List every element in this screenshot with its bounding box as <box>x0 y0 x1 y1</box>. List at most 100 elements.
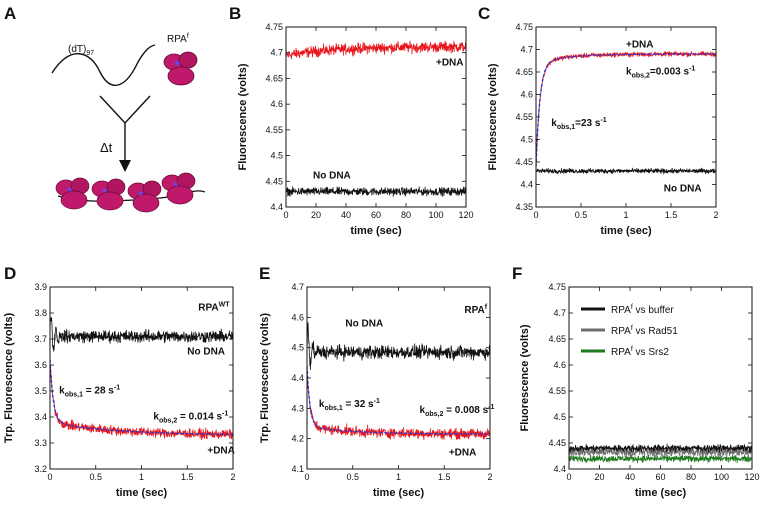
arrow-head-icon <box>119 160 131 172</box>
y-tick-label: 4.65 <box>265 73 283 83</box>
y-axis-title: Trp. Fluorescence (volts) <box>3 313 15 444</box>
x-tick-label: 0.5 <box>346 472 359 482</box>
x-tick-label: 2 <box>230 472 235 482</box>
annotation-label: RPAWT <box>198 301 230 313</box>
x-tick-label: 120 <box>458 210 473 220</box>
panel-letter-d: D <box>4 264 16 283</box>
star-icon: ★ <box>101 186 108 195</box>
y-tick-label: 3.9 <box>34 282 47 292</box>
star-icon: ★ <box>173 58 181 68</box>
star-icon: ★ <box>172 180 179 189</box>
y-tick-label: 4.4 <box>553 464 566 474</box>
annotation-label: +DNA <box>207 445 235 456</box>
annotation-label: No DNA <box>664 183 702 194</box>
x-tick-label: 60 <box>371 210 381 220</box>
svg-text:(dT)97: (dT)97 <box>68 44 94 57</box>
ssdna-strand <box>51 44 156 86</box>
x-tick-label: 100 <box>428 210 443 220</box>
panel-letter-a: A <box>4 4 16 23</box>
x-tick-label: 80 <box>686 472 696 482</box>
y-tick-label: 4.65 <box>515 67 533 77</box>
rpa-protein-icon: ★ <box>163 51 198 86</box>
y-axis-title: Fluorescence (volts) <box>487 63 499 170</box>
rpa-label: RPA <box>167 34 187 45</box>
y-tick-label: 4.5 <box>553 412 566 422</box>
series-group <box>536 50 716 175</box>
chart-panel-c: C 0 0.5 1 1.5 2 4.35 4.4 4.45 4.5 4.55 4.6 4.65 4.7 4.… <box>478 4 719 237</box>
y-tick-label: 4.6 <box>553 360 566 370</box>
x-tick-label: 100 <box>714 472 729 482</box>
x-tick-label: 1 <box>396 472 401 482</box>
y-tick-label: 4.75 <box>548 282 566 292</box>
series-line-no-dna <box>307 322 490 371</box>
x-tick-label: 0 <box>47 472 52 482</box>
y-tick-label: 4.55 <box>515 112 533 122</box>
series-line--dna <box>50 361 233 441</box>
annotation-label: kobs,1 = 28 s-1 <box>59 385 120 399</box>
star-icon: ★ <box>137 189 144 198</box>
y-tick-label: 4.7 <box>520 45 533 55</box>
annotation-label: kobs,1=23 s-1 <box>551 117 607 131</box>
y-tick-label: 4.3 <box>291 403 304 413</box>
y-tick-label: 3.5 <box>34 386 47 396</box>
y-tick-label: 4.6 <box>270 99 283 109</box>
x-axis-title: time (sec) <box>600 225 652 237</box>
x-tick-label: 1.5 <box>665 210 678 220</box>
x-tick-label: 2 <box>487 472 492 482</box>
x-tick-label: 0.5 <box>575 210 588 220</box>
annotation-label: No DNA <box>313 171 351 182</box>
series-group <box>569 443 752 464</box>
chart-panel-f: F 0 20 40 60 80 100 120 4.4 4.45 4.5 4.55 4.6 4.65 4.7… <box>512 264 760 499</box>
merge-lines <box>99 95 151 125</box>
x-tick-label: 20 <box>594 472 604 482</box>
y-tick-label: 4.4 <box>270 202 283 212</box>
x-tick-label: 0 <box>283 210 288 220</box>
legend-entry: RPAf vs buffer <box>611 304 674 316</box>
series-line-no-dna <box>286 186 466 197</box>
rpa-superscript: f <box>187 33 189 40</box>
y-tick-label: 4.6 <box>291 312 304 322</box>
y-tick-label: 3.3 <box>34 438 47 448</box>
y-tick-label: 4.55 <box>265 125 283 135</box>
dt-subscript: 97 <box>86 50 94 57</box>
y-tick-label: 4.4 <box>291 373 304 383</box>
y-axis-title: Fluorescence (volts) <box>237 63 249 170</box>
x-tick-label: 2 <box>713 210 718 220</box>
chart-panel-b: B 0 20 40 60 80 100 120 4.4 4.45 4.5 4.55 4.6 4.65 4.7… <box>229 4 474 237</box>
y-tick-label: 3.8 <box>34 308 47 318</box>
panel-letter-b: B <box>229 4 241 23</box>
x-axis-title: time (sec) <box>373 487 425 499</box>
series-line--dna <box>286 40 466 60</box>
series-line-fit <box>307 365 490 435</box>
delta-t-label: Δt <box>100 140 113 155</box>
x-tick-label: 1.5 <box>438 472 451 482</box>
series-group <box>50 317 233 441</box>
annotation-label: +DNA <box>626 39 654 50</box>
y-tick-label: 3.6 <box>34 360 47 370</box>
series-group <box>286 40 466 197</box>
chart-panel-d: D 0 0.5 1 1.5 2 3.2 3.3 3.4 3.5 3.6 3.7 3.8 3.9 time (… <box>3 264 236 499</box>
x-tick-label: 20 <box>311 210 321 220</box>
series-line-fit <box>50 359 233 436</box>
y-tick-label: 4.5 <box>291 343 304 353</box>
panel-letter-e: E <box>259 264 270 283</box>
x-tick-label: 40 <box>341 210 351 220</box>
dt-label: (dT) <box>68 44 86 55</box>
annotation-label: RPAf <box>464 304 487 316</box>
annotation-label: +DNA <box>436 58 464 69</box>
x-tick-label: 40 <box>625 472 635 482</box>
y-tick-label: 4.5 <box>270 151 283 161</box>
schematic-panel-a: A (dT)97 RPAf ★ Δt ★ ★ ★ ★ <box>4 4 206 213</box>
x-tick-label: 120 <box>744 472 759 482</box>
annotation-label: No DNA <box>187 347 225 358</box>
x-tick-label: 0.5 <box>89 472 102 482</box>
series-line--dna <box>307 361 490 441</box>
y-tick-label: 4.65 <box>548 334 566 344</box>
annotation-label: kobs,2=0.003 s-1 <box>626 65 695 79</box>
series-line-rpa-f-vs-buffer <box>569 443 752 453</box>
y-tick-label: 4.35 <box>515 202 533 212</box>
y-tick-label: 4.75 <box>265 22 283 32</box>
y-tick-label: 4.45 <box>265 176 283 186</box>
x-tick-label: 0 <box>533 210 538 220</box>
y-tick-label: 4.7 <box>291 282 304 292</box>
